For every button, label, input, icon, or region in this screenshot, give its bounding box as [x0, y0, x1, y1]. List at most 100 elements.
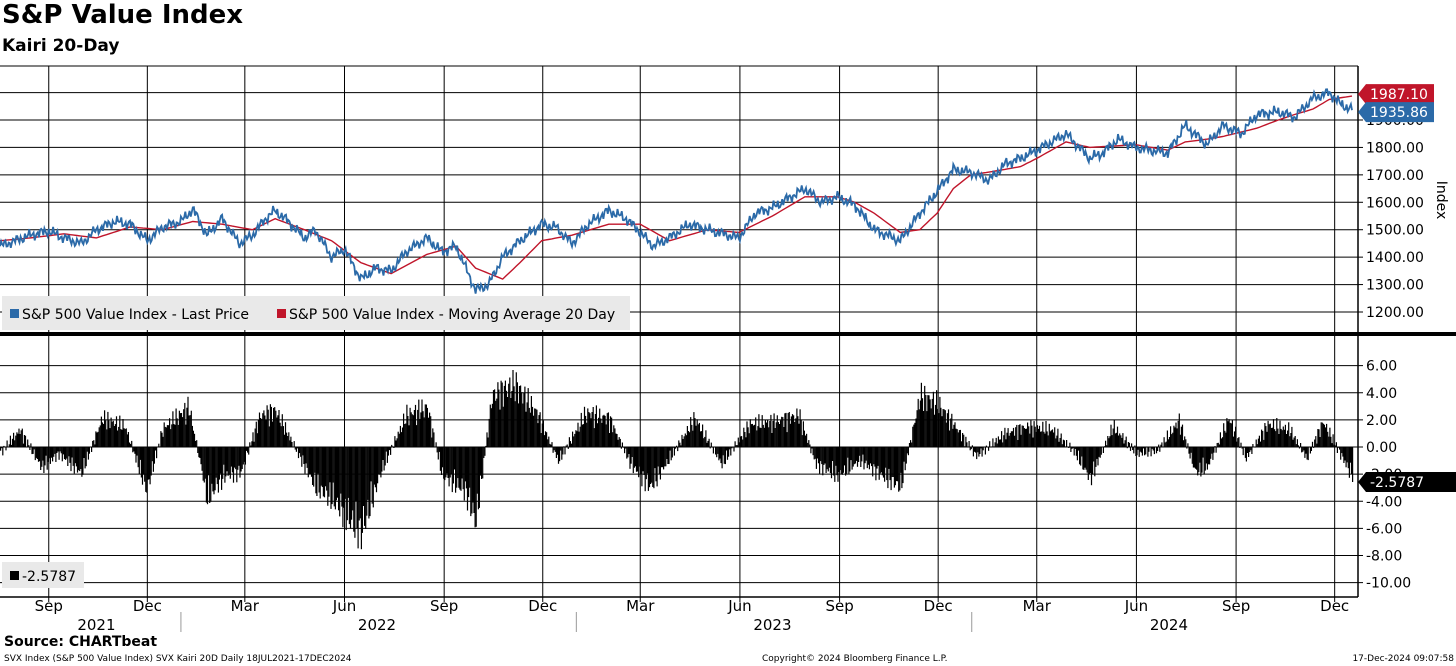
kairi-bar — [409, 407, 411, 447]
kairi-bar — [535, 408, 537, 447]
kairi-bar — [424, 404, 426, 447]
kairi-bar — [444, 447, 446, 481]
kairi-bar — [1191, 447, 1193, 464]
kairi-bar — [366, 447, 368, 516]
kairi-bar — [942, 409, 944, 447]
kairi-bar — [964, 446, 966, 447]
kairi-bar — [1314, 439, 1316, 447]
kairi-bar — [940, 407, 942, 447]
kairi-bar — [619, 438, 621, 447]
y-tick-label: 6.00 — [1366, 359, 1397, 375]
kairi-bar — [212, 447, 214, 492]
kairi-bar — [1225, 432, 1227, 447]
kairi-bar — [78, 447, 80, 471]
kairi-bar — [145, 447, 147, 492]
kairi-bar — [582, 424, 584, 447]
kairi-bar — [633, 447, 635, 468]
kairi-bar — [1259, 441, 1262, 447]
kairi-bar — [80, 447, 82, 469]
kairi-bar — [18, 428, 20, 447]
kairi-bar — [709, 447, 711, 449]
kairi-bar — [72, 447, 74, 466]
kairi-bar — [435, 442, 437, 447]
kairi-bar — [780, 420, 782, 447]
kairi-bar — [697, 424, 699, 447]
kairi-bar — [1215, 447, 1217, 453]
kairi-bar — [1264, 423, 1266, 447]
kairi-bar — [685, 435, 687, 447]
kairi-bar — [1050, 430, 1052, 447]
kairi-bar — [14, 440, 16, 447]
kairi-bar — [1062, 439, 1064, 447]
kairi-bar — [1304, 447, 1306, 458]
kairi-bar — [92, 440, 94, 447]
kairi-bar — [71, 447, 73, 458]
kairi-bar — [965, 436, 967, 447]
kairi-bar — [326, 447, 328, 491]
kairi-bar — [446, 447, 448, 474]
kairi-bar — [837, 447, 839, 482]
y-tick-label: 1200.00 — [1366, 305, 1424, 321]
x-tick-label-year: 2023 — [753, 616, 791, 634]
kairi-bar — [485, 445, 487, 447]
kairi-bar — [829, 447, 831, 474]
kairi-bar — [69, 447, 71, 463]
kairi-bar — [517, 403, 519, 447]
kairi-bar — [892, 447, 894, 477]
kairi-bar — [160, 431, 162, 447]
kairi-bar — [231, 447, 233, 473]
kairi-bar — [476, 447, 478, 494]
kairi-bar — [1097, 447, 1099, 466]
kairi-bar — [136, 447, 138, 456]
kairi-bar — [1067, 447, 1069, 448]
kairi-bar — [83, 447, 85, 458]
kairi-bar — [121, 429, 123, 447]
x-tick-label-month: Sep — [825, 597, 853, 615]
kairi-bar — [692, 430, 694, 447]
kairi-bar — [1167, 439, 1169, 447]
kairi-bar — [1100, 447, 1102, 455]
kairi-bar — [1128, 442, 1130, 447]
kairi-bar — [411, 414, 413, 447]
kairi-bar — [222, 447, 224, 479]
kairi-bar — [1109, 436, 1111, 447]
kairi-bar — [1178, 413, 1180, 447]
kairi-bar — [192, 430, 194, 447]
kairi-bar — [387, 447, 389, 456]
kairi-bar — [1205, 447, 1207, 464]
kairi-bar — [899, 447, 901, 491]
kairi-bar — [1180, 426, 1182, 447]
kairi-bar — [76, 447, 79, 473]
kairi-bar — [1087, 447, 1089, 480]
kairi-bar — [279, 422, 281, 447]
kairi-bar — [4, 446, 6, 447]
kairi-bar — [923, 411, 925, 447]
kairi-bar — [165, 427, 167, 447]
kairi-bar — [1199, 447, 1201, 463]
kairi-bar — [323, 447, 326, 498]
kairi-bar — [62, 447, 64, 455]
kairi-bar — [383, 447, 385, 471]
kairi-bar — [342, 447, 344, 528]
kairi-bar — [292, 447, 294, 448]
kairi-bar — [379, 447, 381, 475]
kairi-bar — [1232, 436, 1234, 447]
kairi-bar — [607, 412, 609, 447]
kairi-bar — [1093, 447, 1095, 462]
kairi-bar — [307, 447, 309, 478]
kairi-bar — [738, 442, 740, 447]
kairi-bar — [686, 426, 688, 447]
y-tick-label: -6.00 — [1366, 521, 1402, 537]
kairi-bar — [290, 436, 292, 447]
legend-swatch-ma — [277, 309, 286, 318]
kairi-bar — [959, 429, 961, 447]
kairi-bar — [913, 424, 915, 447]
kairi-bar — [95, 431, 97, 447]
kairi-bar — [466, 447, 469, 511]
kairi-bar — [1237, 438, 1239, 447]
kairi-bar — [1255, 439, 1257, 447]
kairi-bar — [392, 446, 394, 447]
kairi-bar — [157, 447, 159, 448]
kairi-bar — [1242, 447, 1244, 456]
kairi-bar — [605, 424, 607, 447]
